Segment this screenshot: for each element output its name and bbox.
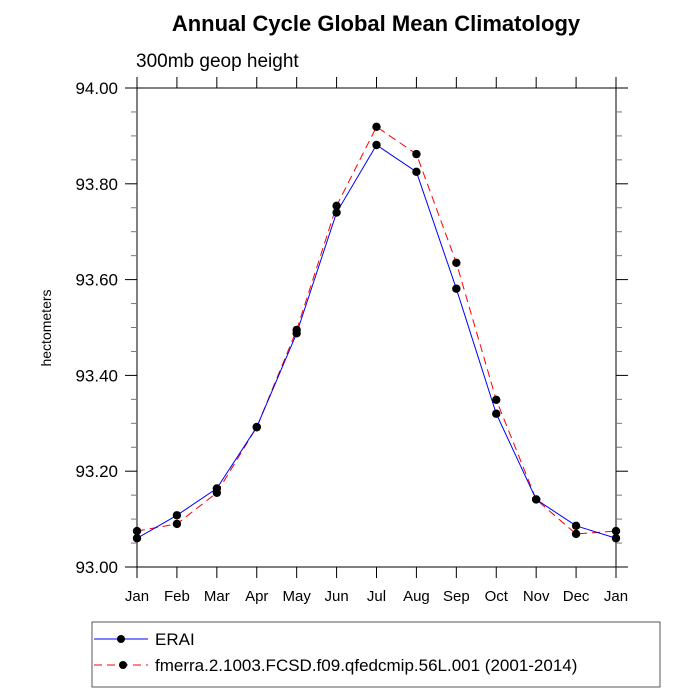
y-tick-labels: 93.00 93.20 93.40 93.60 93.80 94.00 xyxy=(75,79,118,577)
x-tick-label: Jan xyxy=(604,588,628,605)
data-point-erai xyxy=(172,511,182,520)
data-point-model xyxy=(412,149,421,159)
x-tick-label: May xyxy=(282,588,311,605)
legend-label-erai: ERAI xyxy=(155,630,195,649)
data-point-erai xyxy=(252,422,261,432)
y-axis-label: hectometers xyxy=(38,289,54,366)
data-point-erai xyxy=(292,329,301,338)
data-point-model xyxy=(172,519,182,529)
plot-frame xyxy=(136,87,617,568)
x-tick-label: Jul xyxy=(367,588,386,605)
data-point-model xyxy=(132,526,142,536)
data-point-erai xyxy=(412,167,421,177)
data-point-erai xyxy=(531,495,541,504)
x-tick-label: Oct xyxy=(485,588,509,605)
legend-swatch-erai-marker xyxy=(117,635,125,643)
y-tick-label: 93.80 xyxy=(75,175,118,194)
chart-subtitle: 300mb geop height xyxy=(136,51,299,72)
data-point-model xyxy=(492,395,501,405)
data-point-erai xyxy=(492,409,501,418)
y-tick-label: 93.20 xyxy=(75,462,118,481)
data-point-erai xyxy=(212,484,222,493)
x-tick-label: Feb xyxy=(164,588,190,605)
data-point-erai xyxy=(332,208,341,217)
x-tick-label: Jun xyxy=(324,588,348,605)
legend-swatch-model-marker xyxy=(119,661,127,669)
data-point-model xyxy=(372,122,381,131)
data-point-model xyxy=(452,258,461,268)
series-line-erai xyxy=(136,144,617,539)
y-tick-label: 93.40 xyxy=(75,366,118,385)
legend: ERAI fmerra.2.1003.FCSD.f09.qfedcmip.56L… xyxy=(91,621,661,688)
data-point-model xyxy=(571,529,581,539)
data-point-model xyxy=(611,526,621,536)
data-point-model xyxy=(332,201,341,211)
x-tick-label: Apr xyxy=(245,588,268,605)
y-tick-label: 93.00 xyxy=(75,558,118,577)
x-tick-label: Jan xyxy=(125,588,149,605)
chart-title: Annual Cycle Global Mean Climatology xyxy=(172,11,581,36)
data-point-erai xyxy=(372,140,381,150)
x-tick-label: Aug xyxy=(403,588,430,605)
series-line-model xyxy=(136,126,617,535)
data-point-erai xyxy=(132,534,142,543)
data-point-erai xyxy=(452,284,461,293)
y-tick-label: 94.00 xyxy=(75,79,118,98)
x-tick-label: Dec xyxy=(563,588,590,605)
x-tick-label: Mar xyxy=(204,588,230,605)
series-layer xyxy=(132,122,621,543)
x-tick-label: Nov xyxy=(523,588,550,605)
legend-label-model: fmerra.2.1003.FCSD.f09.qfedcmip.56L.001 … xyxy=(155,656,577,675)
data-point-erai xyxy=(571,521,581,531)
x-tick-labels: Jan Feb Mar Apr May Jun Jul Aug Sep Oct Nov Dec Jan xyxy=(125,588,628,605)
legend-box xyxy=(91,621,661,688)
y-tick-label: 93.60 xyxy=(75,271,118,290)
x-tick-label: Sep xyxy=(443,588,470,605)
axes xyxy=(125,77,628,578)
data-point-erai xyxy=(611,534,621,543)
